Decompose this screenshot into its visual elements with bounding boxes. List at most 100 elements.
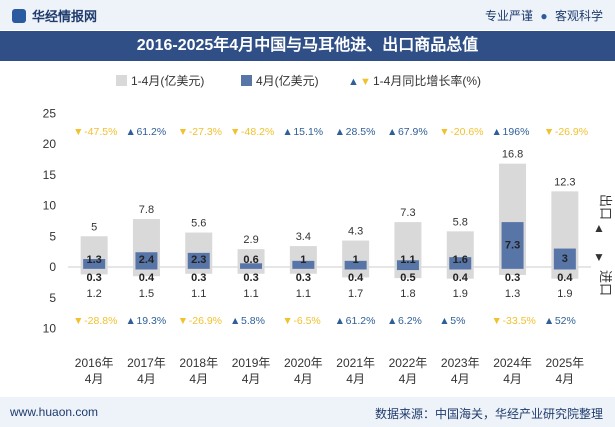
label-export-cumulative: 7.3 (400, 207, 415, 219)
x-tick-label: 2020年 4月 (284, 356, 323, 386)
label-export-monthly: 1 (353, 254, 359, 266)
label-import-monthly: 0.3 (505, 272, 520, 284)
y-tick-label: 10 (43, 199, 57, 213)
bar-export-monthly (292, 260, 315, 267)
label-import-cumulative: 1.2 (87, 288, 102, 300)
growth-import-down-icon: ▼ (178, 315, 188, 327)
tagline-2: 客观科学 (554, 9, 603, 23)
import-down-arrow-icon: ▼ (593, 250, 605, 264)
x-tick-label: 2018年 4月 (179, 356, 218, 386)
x-tick-label: 2025年 4月 (545, 356, 584, 386)
chart: 1-4月(亿美元) 4月(亿美元) ▲ ▼ 1-4月同比增长率(%) 25201… (43, 73, 613, 386)
bar-import-monthly (553, 267, 576, 270)
growth-import-up-icon: ▲ (544, 315, 554, 327)
growth-import-label: 6.2% (398, 315, 422, 327)
bar-import-cumulative (394, 267, 422, 279)
y-tick-label: 20 (43, 137, 57, 151)
bar-export-monthly (240, 263, 263, 267)
label-export-monthly: 1.3 (87, 254, 102, 266)
growth-export-down-icon: ▼ (230, 126, 240, 138)
legend-swatch-monthly (241, 75, 252, 86)
x-tick-label: 2023年 4月 (441, 356, 480, 386)
growth-export-label: -48.2% (241, 126, 274, 138)
growth-import-up-icon: ▲ (439, 315, 449, 327)
y-tick-label: 5 (49, 229, 56, 243)
y-tick-label: 10 (43, 322, 57, 336)
bar-export-cumulative (394, 222, 422, 267)
label-import-monthly: 0.4 (453, 272, 469, 284)
growth-export-down-icon: ▼ (544, 126, 554, 138)
legend-up-triangle-icon: ▲ (348, 76, 359, 88)
label-export-monthly: 1.1 (400, 254, 415, 266)
growth-export-label: -26.9% (555, 126, 588, 138)
label-import-monthly: 0.5 (400, 272, 415, 284)
label-export-cumulative: 5.8 (453, 216, 468, 228)
growth-export-up-icon: ▲ (335, 126, 345, 138)
bar-export-monthly (344, 260, 367, 267)
growth-import-down-icon: ▼ (492, 315, 502, 327)
bar-import-cumulative (237, 267, 265, 274)
growth-import-label: -26.9% (189, 315, 222, 327)
side-label-export: 出口 (598, 194, 613, 220)
bar-import-cumulative (551, 267, 579, 279)
label-import-monthly: 0.3 (296, 272, 311, 284)
label-import-cumulative: 1.1 (243, 288, 258, 300)
bar-import-monthly (240, 267, 263, 269)
growth-export-label: 67.9% (398, 126, 428, 138)
bullet-dot-icon: ● (540, 9, 548, 23)
bar-export-monthly (396, 260, 419, 267)
y-tick-label: 0 (49, 260, 56, 274)
label-export-cumulative: 2.9 (243, 234, 258, 246)
bars (80, 163, 579, 279)
label-import-cumulative: 1.9 (557, 288, 572, 300)
growth-import-up-icon: ▲ (230, 315, 240, 327)
growth-export-label: 61.2% (136, 126, 166, 138)
label-export-monthly: 1 (300, 254, 306, 266)
x-tick-label-line: 4月 (346, 372, 365, 386)
x-tick-label-line: 4月 (503, 372, 522, 386)
x-tick-label-line: 2016年 (75, 356, 114, 370)
growth-export-label: -20.6% (450, 126, 483, 138)
data-labels: 5 1.3 0.3 1.2 7.8 2.4 0.4 1.5 5.6 2.3 0.3 1.1 2.9 0.6… (87, 149, 576, 300)
bar-import-cumulative (446, 267, 474, 279)
growth-import-label: -6.5% (293, 315, 320, 327)
growth-import-label: 5.8% (241, 315, 265, 327)
growth-export-label: -47.5% (84, 126, 117, 138)
growth-export-up-icon: ▲ (282, 126, 292, 138)
bar-import-cumulative (185, 267, 213, 274)
bar-import-monthly (449, 267, 472, 270)
growth-import-up-icon: ▲ (125, 315, 135, 327)
label-export-cumulative: 7.8 (139, 204, 154, 216)
export-up-arrow-icon: ▲ (593, 221, 605, 235)
bar-import-monthly (187, 267, 210, 269)
label-export-monthly: 1.6 (453, 254, 468, 266)
y-tick-label: 25 (43, 106, 57, 120)
growth-export-label: 196% (503, 126, 530, 138)
label-export-cumulative: 5 (91, 221, 97, 233)
title-bar: 2016-2025年4月中国与马耳他进、出口商品总值 (0, 31, 615, 61)
x-tick-label-line: 2019年 (232, 356, 271, 370)
growth-export-up-icon: ▲ (492, 126, 502, 138)
side-label-import: 进口 (598, 270, 613, 296)
growth-export-down-icon: ▼ (439, 126, 449, 138)
x-tick-label-line: 2017年 (127, 356, 166, 370)
label-export-cumulative: 4.3 (348, 226, 363, 238)
growth-import-label: 52% (555, 315, 576, 327)
legend-label-cumulative: 1-4月(亿美元) (131, 73, 204, 88)
top-bar: 华经情报网 专业严谨 ● 客观科学 (0, 0, 615, 30)
growth-import-up-icon: ▲ (387, 315, 397, 327)
growth-import-label: 61.2% (346, 315, 376, 327)
y-tick-label: 5 (49, 291, 56, 305)
growth-export-label: 15.1% (293, 126, 323, 138)
y-tick-label: 15 (43, 168, 57, 182)
bar-export-monthly (501, 222, 524, 267)
label-export-monthly: 0.6 (243, 254, 258, 266)
bar-import-monthly (501, 267, 524, 269)
bar-import-cumulative (80, 267, 108, 275)
legend-swatch-cumulative (116, 75, 127, 86)
label-export-monthly: 7.3 (505, 240, 520, 252)
x-tick-label-line: 2022年 (389, 356, 428, 370)
bar-import-cumulative (499, 267, 527, 275)
legend-label-growth: 1-4月同比增长率(%) (373, 73, 481, 88)
label-import-cumulative: 1.8 (400, 288, 415, 300)
